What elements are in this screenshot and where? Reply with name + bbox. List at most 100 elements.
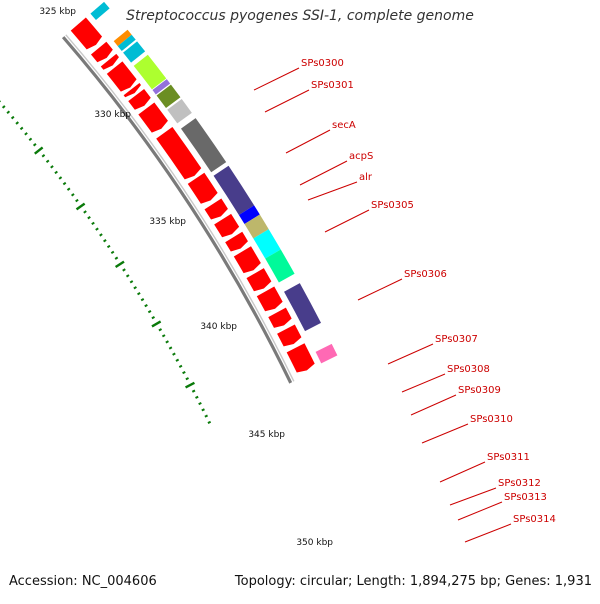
scale-minor-tick bbox=[176, 360, 179, 361]
gene-label: SPs0314 bbox=[513, 514, 556, 525]
scale-minor-tick bbox=[145, 305, 148, 307]
gene-label: SPs0301 bbox=[311, 80, 354, 91]
scale-minor-tick bbox=[130, 281, 133, 283]
gene-label-leader bbox=[450, 488, 496, 505]
scale-label: 340 kbp bbox=[200, 322, 237, 332]
gene-label-leader bbox=[286, 130, 330, 153]
scale-minor-tick bbox=[104, 240, 106, 242]
scale-minor-tick bbox=[76, 200, 78, 202]
scale-minor-tick bbox=[199, 403, 202, 404]
map-title: Streptococcus pyogenes SSI-1, complete g… bbox=[0, 8, 600, 24]
gene-label-leader bbox=[422, 424, 468, 443]
scale-minor-tick bbox=[92, 223, 94, 225]
scale-minor-tick bbox=[115, 257, 118, 259]
gene-label-leader bbox=[402, 374, 445, 392]
gene-label-leader bbox=[458, 502, 502, 520]
gene-arrow bbox=[257, 287, 283, 312]
scale-minor-tick bbox=[29, 138, 31, 140]
scale-minor-tick bbox=[51, 166, 53, 168]
scale-minor-tick bbox=[183, 372, 186, 373]
gene-arrow bbox=[205, 199, 228, 220]
scale-minor-tick bbox=[126, 275, 129, 277]
scale-major-tick bbox=[186, 383, 195, 388]
gene-label: SPs0312 bbox=[498, 478, 541, 489]
gene-label: acpS bbox=[349, 151, 373, 162]
scale-major-tick bbox=[116, 262, 124, 267]
gene-label-leader bbox=[358, 279, 402, 300]
scale-minor-tick bbox=[34, 144, 36, 146]
gene-label-leader bbox=[254, 68, 299, 90]
gene-label: SPs0307 bbox=[435, 334, 478, 345]
scale-minor-tick bbox=[134, 287, 137, 289]
scale-minor-tick bbox=[148, 311, 151, 313]
scale-minor-tick bbox=[205, 415, 208, 416]
gene-arrow bbox=[277, 324, 301, 346]
gene-arrow bbox=[234, 246, 261, 273]
gene-label-leader bbox=[440, 462, 485, 482]
scale-minor-tick bbox=[166, 341, 169, 342]
scale-minor-tick bbox=[55, 171, 57, 173]
scale-minor-tick bbox=[100, 234, 102, 236]
gene-label-leader bbox=[465, 524, 511, 542]
scale-minor-tick bbox=[169, 347, 172, 348]
gene-label: SPs0310 bbox=[470, 414, 513, 425]
gene-label: SPs0313 bbox=[504, 492, 547, 503]
gene-label: SPs0309 bbox=[458, 385, 501, 396]
scale-label: 350 kbp bbox=[296, 538, 333, 548]
scale-minor-tick bbox=[208, 422, 211, 423]
scale-minor-tick bbox=[20, 127, 22, 129]
gene-label: SPs0306 bbox=[404, 269, 447, 280]
scale-minor-tick bbox=[96, 228, 98, 230]
gene-label: SPs0308 bbox=[447, 364, 490, 375]
scale-minor-tick bbox=[141, 299, 144, 301]
gene-arrow bbox=[138, 102, 168, 132]
gene-label-leader bbox=[308, 182, 357, 200]
scale-minor-tick bbox=[195, 397, 198, 398]
gene-label: SPs0300 bbox=[301, 58, 344, 69]
scale-minor-tick bbox=[192, 390, 195, 391]
scale-minor-tick bbox=[173, 353, 176, 354]
scale-minor-tick bbox=[138, 293, 141, 295]
scale-minor-tick bbox=[72, 194, 74, 196]
scale-label: 345 kbp bbox=[248, 430, 285, 440]
scale-minor-tick bbox=[162, 335, 165, 336]
scale-minor-tick bbox=[88, 217, 90, 219]
scale-minor-tick bbox=[7, 111, 9, 113]
genome-summary-text: Topology: circular; Length: 1,894,275 bp… bbox=[235, 574, 592, 589]
scale-major-tick bbox=[35, 147, 43, 153]
scale-label: 335 kbp bbox=[149, 217, 186, 227]
scale-minor-tick bbox=[42, 155, 44, 157]
scale-major-tick bbox=[152, 321, 161, 326]
scale-major-tick bbox=[76, 204, 84, 210]
cog-box bbox=[284, 283, 321, 331]
gene-arrow bbox=[214, 214, 239, 237]
gene-arrow bbox=[268, 308, 291, 328]
gene-label-leader bbox=[300, 161, 347, 185]
gene-label: alr bbox=[359, 172, 373, 183]
scale-minor-tick bbox=[16, 122, 18, 124]
cog-box bbox=[316, 344, 338, 363]
scale-minor-tick bbox=[123, 269, 126, 271]
gene-label-leader bbox=[411, 395, 456, 415]
scale-minor-tick bbox=[59, 177, 61, 179]
gene-label-leader bbox=[388, 344, 433, 364]
scale-minor-tick bbox=[107, 246, 109, 248]
scale-label: 330 kbp bbox=[94, 110, 131, 120]
gene-label-leader bbox=[265, 90, 309, 112]
gene-label: secA bbox=[332, 120, 356, 131]
accession-text: Accession: NC_004606 bbox=[9, 574, 157, 589]
scale-minor-tick bbox=[3, 106, 5, 108]
gene-label: SPs0305 bbox=[371, 200, 414, 211]
scale-minor-tick bbox=[25, 133, 27, 135]
scale-minor-tick bbox=[152, 317, 155, 319]
scale-minor-tick bbox=[46, 160, 48, 162]
gene-arrow bbox=[188, 173, 218, 204]
gene-label-leader bbox=[325, 210, 369, 232]
scale-minor-tick bbox=[67, 188, 69, 190]
gene-arrow bbox=[246, 268, 271, 291]
scale-minor-tick bbox=[202, 409, 205, 410]
scale-minor-tick bbox=[12, 117, 14, 119]
scale-minor-tick bbox=[159, 329, 162, 330]
